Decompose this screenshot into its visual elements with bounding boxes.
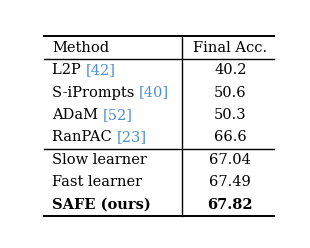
Text: 50.3: 50.3 — [214, 108, 247, 122]
Text: 67.49: 67.49 — [210, 175, 251, 189]
Text: 67.04: 67.04 — [210, 153, 251, 167]
Text: RanPAC: RanPAC — [52, 130, 116, 144]
Text: Final Acc.: Final Acc. — [193, 41, 268, 55]
Text: Method: Method — [52, 41, 109, 55]
Text: S-iPrompts: S-iPrompts — [52, 86, 139, 99]
Text: ADaM: ADaM — [52, 108, 103, 122]
Text: 66.6: 66.6 — [214, 130, 247, 144]
Text: 40.2: 40.2 — [214, 63, 246, 77]
Text: 67.82: 67.82 — [207, 198, 253, 212]
Text: L2P: L2P — [52, 63, 85, 77]
Text: [42]: [42] — [85, 63, 115, 77]
Text: 50.6: 50.6 — [214, 86, 247, 99]
Text: Fast learner: Fast learner — [52, 175, 142, 189]
Text: [23]: [23] — [116, 130, 146, 144]
Text: [52]: [52] — [103, 108, 133, 122]
Text: [40]: [40] — [139, 86, 169, 99]
Text: Slow learner: Slow learner — [52, 153, 147, 167]
Text: SAFE (ours): SAFE (ours) — [52, 198, 151, 212]
